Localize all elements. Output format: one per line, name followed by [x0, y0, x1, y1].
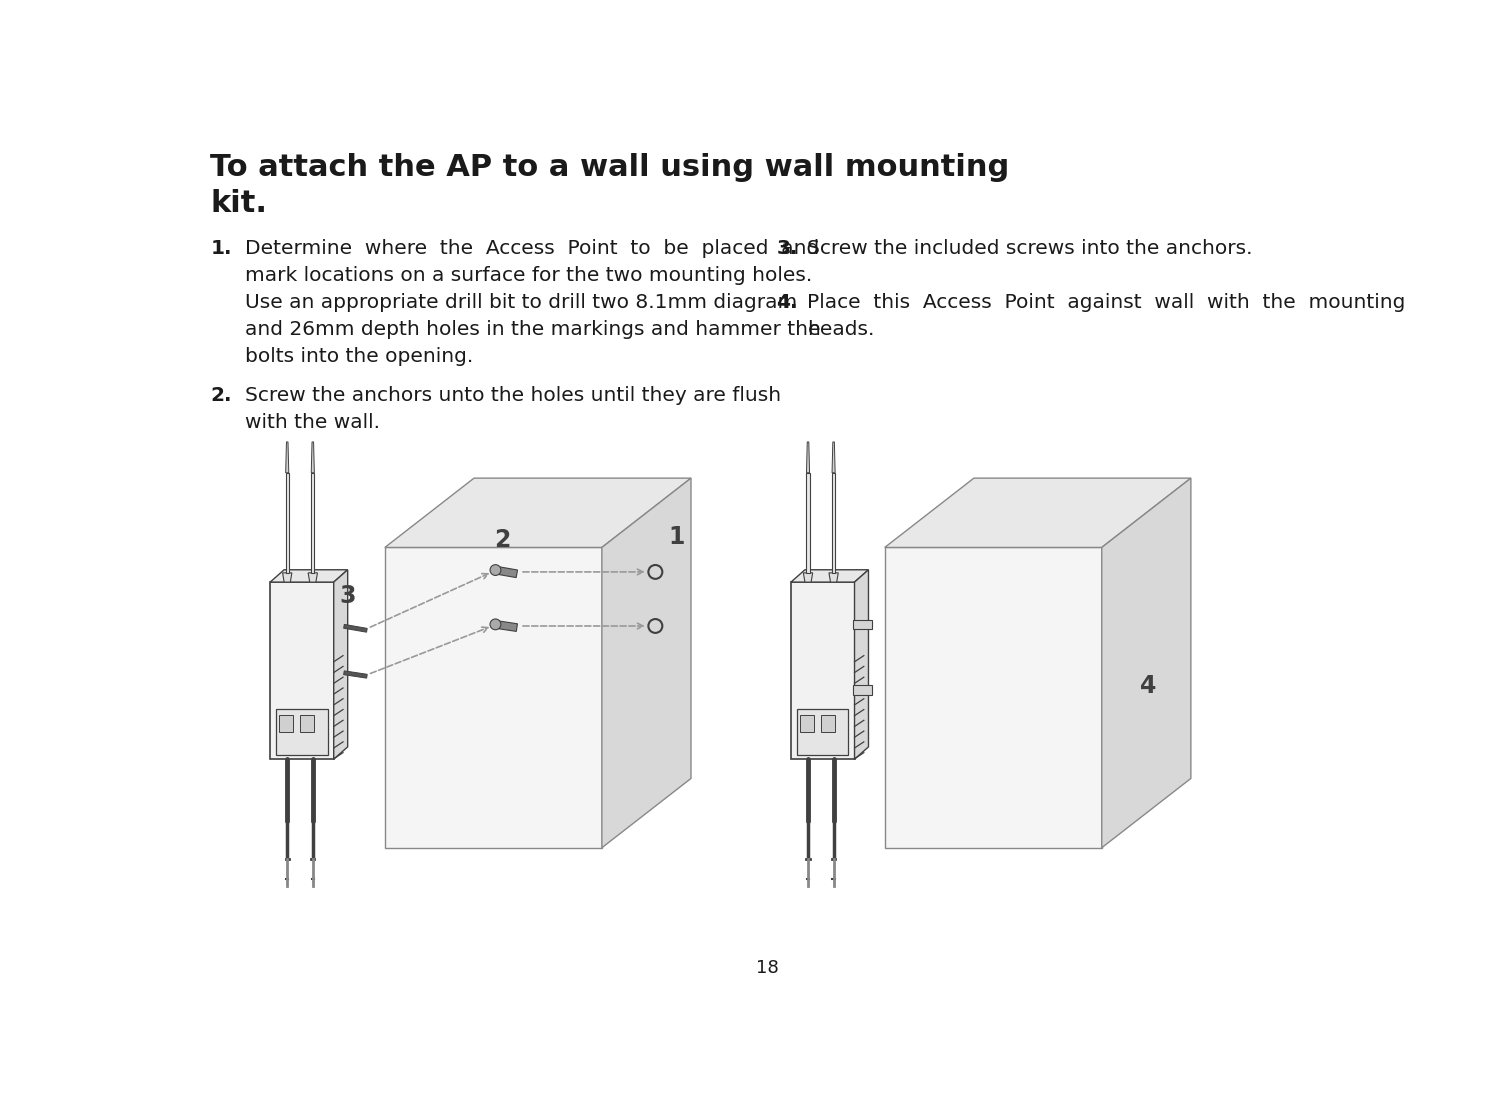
Polygon shape [806, 473, 809, 573]
Text: 4.: 4. [776, 293, 798, 313]
Text: Determine  where  the  Access  Point  to  be  placed  and: Determine where the Access Point to be p… [246, 239, 819, 259]
Polygon shape [831, 473, 836, 573]
Polygon shape [301, 715, 315, 732]
Text: 2: 2 [494, 528, 511, 552]
Polygon shape [821, 715, 836, 732]
Polygon shape [828, 573, 839, 583]
Polygon shape [885, 478, 1191, 547]
Polygon shape [800, 715, 815, 732]
Polygon shape [286, 442, 289, 473]
Text: kit.: kit. [211, 190, 268, 218]
Polygon shape [1101, 478, 1191, 848]
Text: Screw the included screws into the anchors.: Screw the included screws into the ancho… [807, 239, 1252, 259]
Circle shape [490, 565, 500, 576]
Polygon shape [312, 473, 315, 573]
Text: 1.: 1. [211, 239, 232, 259]
Polygon shape [270, 583, 334, 759]
Polygon shape [791, 569, 869, 583]
Text: To attach the AP to a wall using wall mounting: To attach the AP to a wall using wall mo… [211, 154, 1010, 182]
Polygon shape [343, 671, 367, 678]
Text: bolts into the opening.: bolts into the opening. [246, 348, 473, 366]
Polygon shape [806, 442, 809, 473]
Polygon shape [385, 547, 602, 848]
Text: mark locations on a surface for the two mounting holes.: mark locations on a surface for the two … [246, 267, 812, 285]
Polygon shape [280, 715, 294, 732]
Polygon shape [885, 547, 1101, 848]
Text: Use an appropriate drill bit to drill two 8.1mm diagram: Use an appropriate drill bit to drill tw… [246, 293, 797, 313]
Text: Place  this  Access  Point  against  wall  with  the  mounting: Place this Access Point against wall wit… [807, 293, 1405, 313]
Polygon shape [602, 478, 691, 848]
Text: 4: 4 [1140, 674, 1156, 698]
Polygon shape [797, 709, 848, 756]
Polygon shape [334, 569, 348, 759]
Circle shape [490, 619, 500, 630]
Text: heads.: heads. [807, 320, 875, 339]
Polygon shape [831, 442, 836, 473]
Text: 1: 1 [670, 525, 685, 550]
Text: 3.: 3. [776, 239, 798, 259]
Polygon shape [854, 569, 869, 759]
Text: 2.: 2. [211, 386, 232, 405]
Text: 3: 3 [340, 584, 357, 608]
Polygon shape [309, 573, 318, 583]
Polygon shape [286, 473, 289, 573]
Text: and 26mm depth holes in the markings and hammer the: and 26mm depth holes in the markings and… [246, 320, 821, 339]
Polygon shape [494, 566, 517, 578]
Polygon shape [312, 442, 315, 473]
Polygon shape [385, 478, 691, 547]
Polygon shape [276, 709, 328, 756]
Text: with the wall.: with the wall. [246, 412, 380, 432]
Text: Screw the anchors unto the holes until they are flush: Screw the anchors unto the holes until t… [246, 386, 782, 405]
Text: 18: 18 [756, 960, 779, 977]
Polygon shape [791, 583, 854, 759]
Polygon shape [283, 573, 292, 583]
Polygon shape [852, 620, 872, 629]
Polygon shape [494, 621, 517, 632]
Polygon shape [852, 686, 872, 694]
Polygon shape [270, 569, 348, 583]
Polygon shape [343, 624, 367, 632]
Polygon shape [803, 573, 813, 583]
